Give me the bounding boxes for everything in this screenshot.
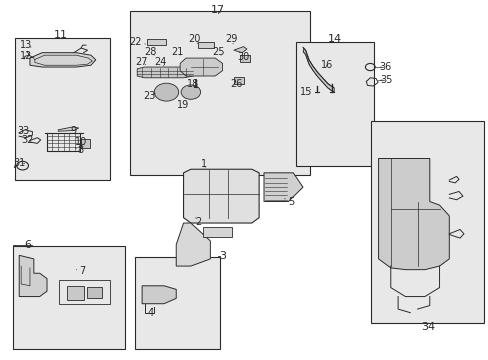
Text: 33: 33 xyxy=(18,126,30,135)
Bar xyxy=(295,42,373,166)
Text: 4: 4 xyxy=(147,308,153,318)
Polygon shape xyxy=(142,286,176,304)
Text: 25: 25 xyxy=(212,47,224,57)
Bar xyxy=(233,77,244,84)
Bar xyxy=(59,280,110,304)
Polygon shape xyxy=(233,46,246,53)
Bar xyxy=(198,41,213,48)
Bar xyxy=(15,39,110,180)
Text: 29: 29 xyxy=(224,35,237,44)
Text: 14: 14 xyxy=(327,35,341,44)
Text: 34: 34 xyxy=(420,322,434,332)
Text: 17: 17 xyxy=(210,5,224,15)
Bar xyxy=(370,121,484,323)
Polygon shape xyxy=(180,58,222,76)
Text: 3: 3 xyxy=(219,251,225,261)
Text: 10: 10 xyxy=(75,137,87,147)
Bar xyxy=(13,246,125,348)
Text: 2: 2 xyxy=(195,217,201,227)
Bar xyxy=(130,12,310,175)
Text: 13: 13 xyxy=(20,40,32,50)
Circle shape xyxy=(181,85,200,99)
Polygon shape xyxy=(183,169,259,223)
Bar xyxy=(203,226,232,237)
Polygon shape xyxy=(137,67,193,78)
Text: 20: 20 xyxy=(188,35,201,44)
Polygon shape xyxy=(378,158,448,270)
Text: 7: 7 xyxy=(76,266,85,276)
Text: 1: 1 xyxy=(201,158,206,168)
Text: 35: 35 xyxy=(380,75,392,85)
Text: 16: 16 xyxy=(321,59,333,69)
Text: 27: 27 xyxy=(135,57,147,67)
Text: 36: 36 xyxy=(379,62,391,72)
Text: 9: 9 xyxy=(70,126,77,135)
Text: 15: 15 xyxy=(300,87,312,97)
Bar xyxy=(147,40,165,45)
Text: 18: 18 xyxy=(186,79,199,89)
Bar xyxy=(135,257,220,348)
Polygon shape xyxy=(176,223,210,266)
Text: 12: 12 xyxy=(20,51,32,61)
Text: 30: 30 xyxy=(237,51,249,62)
Polygon shape xyxy=(264,173,303,202)
Text: 11: 11 xyxy=(54,30,67,40)
Text: 28: 28 xyxy=(144,47,156,57)
Bar xyxy=(87,287,102,298)
Text: 24: 24 xyxy=(154,57,166,67)
Polygon shape xyxy=(58,127,79,131)
Text: 31: 31 xyxy=(13,158,25,168)
Text: 21: 21 xyxy=(171,47,183,57)
Text: 32: 32 xyxy=(21,135,34,145)
Text: 8: 8 xyxy=(75,145,83,155)
Text: 23: 23 xyxy=(143,91,156,102)
Text: 6: 6 xyxy=(24,240,31,250)
Polygon shape xyxy=(19,255,47,297)
Text: 5: 5 xyxy=(284,197,294,207)
Bar xyxy=(66,286,83,300)
Text: 22: 22 xyxy=(129,37,145,46)
Text: 26: 26 xyxy=(229,79,242,89)
Circle shape xyxy=(154,83,178,101)
Bar xyxy=(81,139,90,148)
Polygon shape xyxy=(30,53,96,67)
Text: 19: 19 xyxy=(177,100,189,110)
Bar xyxy=(239,55,250,62)
